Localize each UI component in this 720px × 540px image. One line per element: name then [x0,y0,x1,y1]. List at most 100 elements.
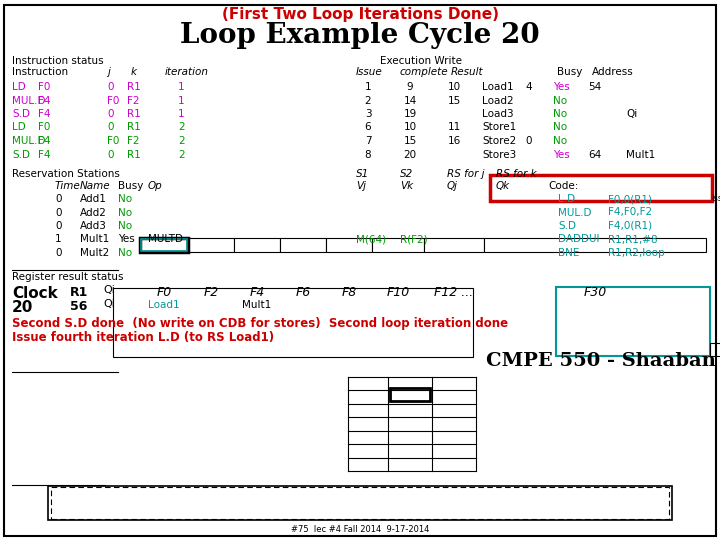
Text: MULTD: MULTD [148,234,183,245]
Text: F4: F4 [249,286,265,299]
Text: R1: R1 [70,286,89,299]
Text: No: No [118,221,132,231]
Text: R(F2): R(F2) [400,234,428,245]
Text: Mult1: Mult1 [243,300,271,309]
Text: No: No [553,136,567,146]
Text: Qk: Qk [496,181,510,191]
Bar [140,238,188,252]
Text: No: No [118,248,132,258]
Text: 1: 1 [365,82,372,92]
Text: Issue: Issue [711,194,720,203]
Text: Issue fourth iteration L.D (to RS Load1): Issue fourth iteration L.D (to RS Load1) [12,332,274,345]
Text: Mult1: Mult1 [626,150,655,159]
Text: 20: 20 [12,300,33,314]
Text: L.D: L.D [558,194,575,204]
Text: S.D: S.D [12,150,30,159]
Text: F4: F4 [38,96,50,105]
Text: R1: R1 [127,109,140,119]
Text: 10: 10 [447,82,461,92]
Text: Yes: Yes [553,150,570,159]
Text: RS for j: RS for j [447,169,485,179]
Text: 20: 20 [403,150,417,159]
Text: Mult1: Mult1 [80,234,109,245]
Text: CMPE 550 - Shaaban: CMPE 550 - Shaaban [486,353,716,370]
Text: MUL.D: MUL.D [12,96,45,105]
Text: R1: R1 [127,82,140,92]
Text: F4: F4 [38,109,50,119]
Text: DADDUI: DADDUI [558,234,600,245]
Text: 2: 2 [178,136,184,146]
Text: j: j [107,67,110,77]
Text: 15: 15 [447,96,461,105]
Bar [556,287,710,356]
Text: No: No [118,194,132,204]
Text: 1: 1 [55,234,62,245]
Text: F10: F10 [387,286,410,299]
Text: S1: S1 [356,169,369,179]
Text: 0: 0 [55,207,61,218]
Text: R1: R1 [127,150,140,159]
Text: Address: Address [592,67,634,77]
Text: F2: F2 [127,96,140,105]
Text: Reservation Stations: Reservation Stations [12,169,120,179]
Text: 54: 54 [588,82,601,92]
Bar [141,239,187,251]
Text: R1: R1 [127,123,140,132]
Text: F2: F2 [127,136,140,146]
Bar [140,238,188,252]
Text: F4: F4 [38,136,50,146]
Bar [280,238,326,252]
Text: 1: 1 [178,96,184,105]
Text: (First Two Loop Iterations Done): (First Two Loop Iterations Done) [222,7,498,22]
Bar [372,238,424,252]
Text: Qj: Qj [447,181,458,191]
Text: iteration: iteration [165,67,209,77]
Text: Add1: Add1 [80,194,107,204]
Text: 0: 0 [55,194,61,204]
Text: Name: Name [80,181,111,191]
Text: 15: 15 [403,136,417,146]
Text: Load3: Load3 [482,109,513,119]
Text: Instruction status: Instruction status [12,56,104,66]
Text: 1: 1 [178,82,184,92]
Bar [710,342,720,356]
Text: F0: F0 [107,96,120,105]
Bar [51,487,669,519]
Text: Loop Example Cycle 20: Loop Example Cycle 20 [180,22,540,49]
Text: F0: F0 [107,136,120,146]
Text: 0: 0 [107,82,114,92]
Text: MUL.D: MUL.D [558,207,592,218]
Bar [113,287,473,357]
Text: Second S.D done  (No write on CDB for stores)  Second loop iteration done: Second S.D done (No write on CDB for sto… [12,318,508,330]
Text: Clock: Clock [12,286,58,300]
Text: Yes: Yes [553,82,570,92]
Text: F12 ...: F12 ... [434,286,474,299]
Text: Execution Write: Execution Write [380,56,462,66]
Text: 0: 0 [107,123,114,132]
Bar [326,238,372,252]
Text: #75  lec #4 Fall 2014  9-17-2014: #75 lec #4 Fall 2014 9-17-2014 [291,525,429,534]
Bar [234,238,280,252]
Bar [48,486,672,520]
Text: 6: 6 [365,123,372,132]
Text: 10: 10 [403,123,417,132]
Text: F8: F8 [341,286,356,299]
Text: Instruction: Instruction [12,67,68,77]
Text: Result: Result [451,67,484,77]
Text: Code:: Code: [548,181,578,191]
Text: 2: 2 [178,123,184,132]
Text: 56: 56 [70,300,87,313]
Text: F6: F6 [295,286,310,299]
Text: Store2: Store2 [482,136,516,146]
Text: k: k [131,67,137,77]
Text: 8: 8 [365,150,372,159]
Text: Vj: Vj [356,181,366,191]
Bar [390,388,430,401]
Text: F30: F30 [583,286,607,299]
Text: 0: 0 [55,248,61,258]
Text: F4,F0,F2: F4,F0,F2 [608,207,652,218]
Text: F4,0(R1): F4,0(R1) [608,221,652,231]
Text: 16: 16 [447,136,461,146]
Text: 14: 14 [403,96,417,105]
Text: LD: LD [12,123,26,132]
